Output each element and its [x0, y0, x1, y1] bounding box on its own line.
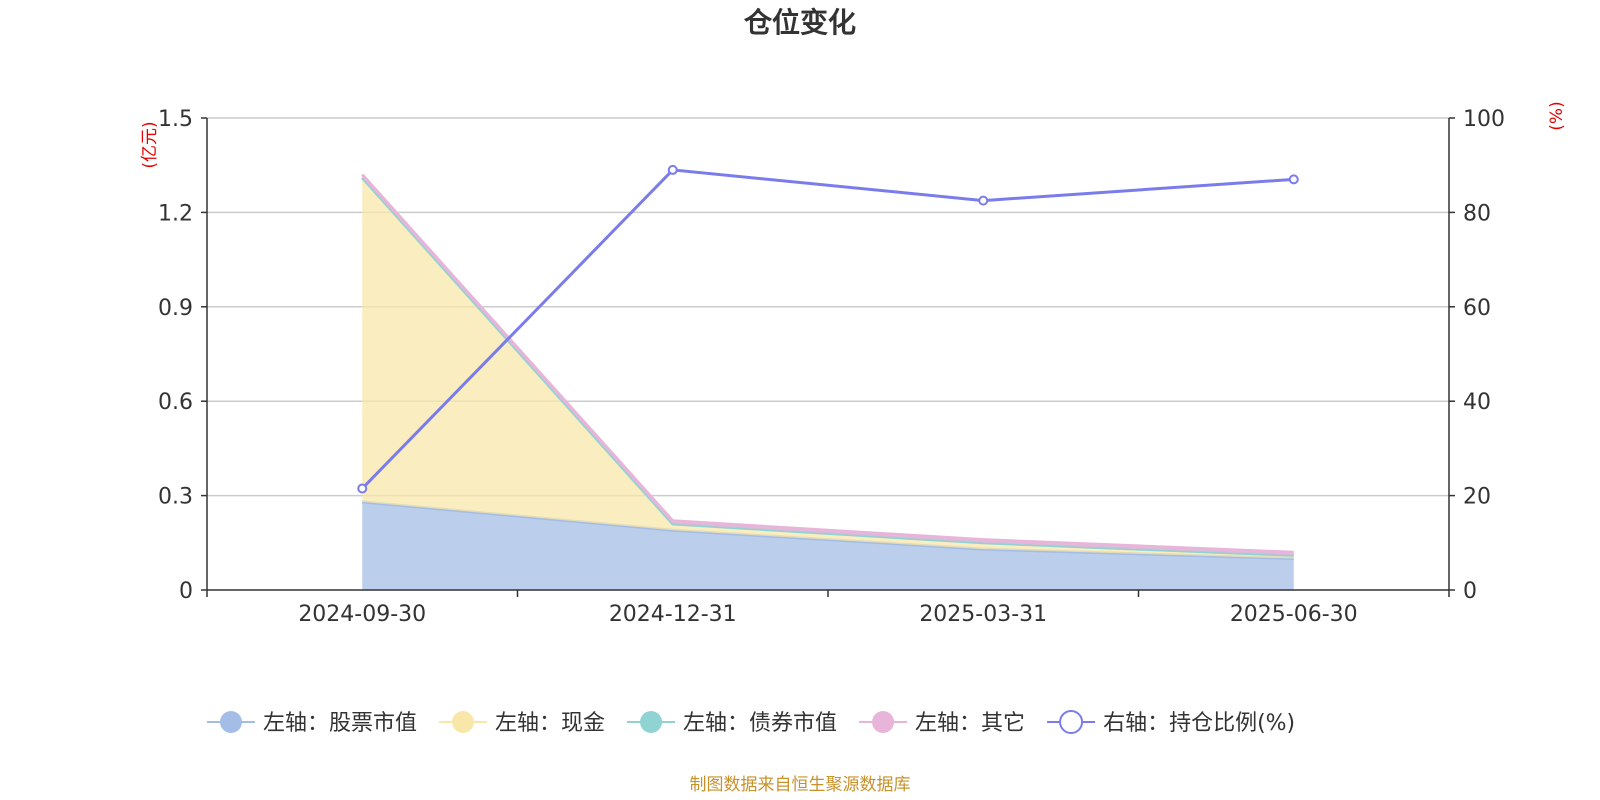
legend-marker-3 [640, 711, 663, 733]
x-tick-label: 2025-06-30 [1230, 602, 1358, 627]
legend-label-1: 左轴：股票市值 [263, 711, 417, 736]
holding-ratio-point [1288, 174, 1299, 185]
x-tick-label: 2024-09-30 [298, 602, 426, 627]
holding-ratio-point [667, 164, 678, 175]
legend-marker-4 [872, 711, 895, 733]
right-tick-label: 100 [1463, 107, 1505, 132]
legend-label-5: 右轴：持仓比例(%) [1103, 711, 1295, 736]
right-tick-label: 60 [1463, 296, 1491, 321]
holding-ratio-point [978, 195, 989, 206]
legend-label-3: 左轴：债券市值 [683, 711, 837, 736]
left-axis-unit: (亿元) [140, 121, 160, 168]
left-tick-label: 1.5 [158, 107, 193, 132]
x-tick-label: 2025-03-31 [919, 602, 1047, 627]
legend-marker-1 [220, 711, 242, 733]
line-series [357, 164, 1299, 494]
right-axis-unit: (%) [1547, 101, 1567, 130]
holding-ratio-point [357, 483, 368, 494]
left-tick-label: 0.3 [158, 485, 193, 510]
left-tick-label: 1.2 [158, 201, 193, 226]
axes: 0 0.3 0.6 0.9 1.2 1.5 0 20 40 60 80 100 2024-09-30 20… [158, 107, 1505, 627]
legend-label-2: 左轴：现金 [495, 711, 605, 736]
area-series [361, 173, 1294, 590]
holding-ratio-line [361, 168, 1294, 490]
source-note: 制图数据来自恒生聚源数据库 [690, 775, 911, 795]
area-series-2 [362, 177, 1294, 559]
right-tick-label: 20 [1463, 485, 1491, 510]
legend: 左轴：股票市值 左轴：现金 左轴：债券市值 左轴：其它 右轴：持仓比例(%) [207, 710, 1295, 736]
left-tick-label: 0.9 [158, 296, 193, 321]
left-tick-label: 0.6 [158, 390, 193, 415]
area-edge-series-4 [361, 173, 1294, 554]
right-tick-label: 0 [1463, 579, 1477, 604]
chart-title: 仓位变化 [744, 6, 856, 39]
legend-label-4: 左轴：其它 [915, 711, 1025, 736]
right-tick-label: 40 [1463, 390, 1491, 415]
right-tick-label: 80 [1463, 201, 1491, 226]
legend-marker-5 [1059, 710, 1084, 734]
x-tick-label: 2024-12-31 [609, 602, 737, 627]
legend-marker-2 [452, 711, 475, 733]
left-tick-label: 0 [179, 579, 193, 604]
